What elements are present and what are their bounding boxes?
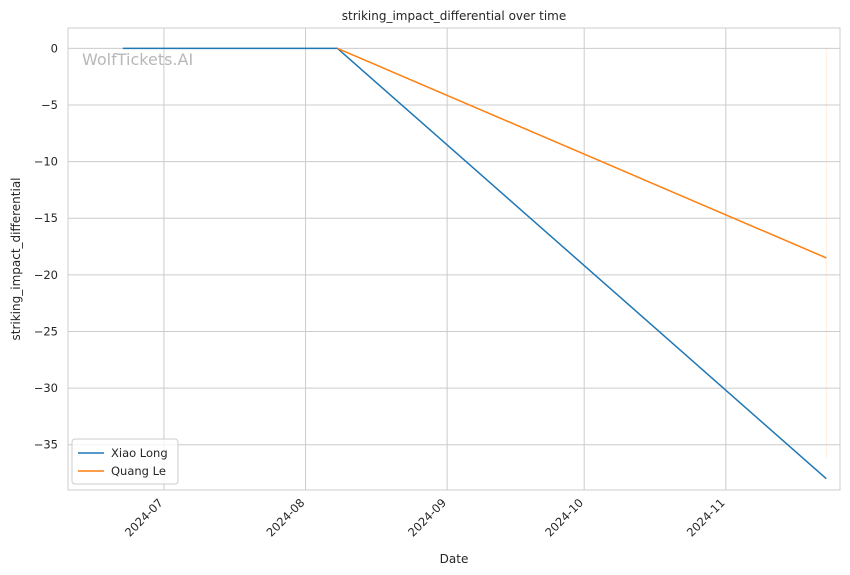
grid-lines	[68, 28, 840, 490]
x-axis-label: Date	[440, 552, 469, 566]
series-line-quang-le	[337, 47, 827, 259]
chart-title: striking_impact_differential over time	[342, 9, 567, 23]
legend-label-xiao-long: Xiao Long	[111, 446, 168, 460]
y-tick-label: −10	[34, 155, 58, 169]
plot-frame	[67, 27, 841, 491]
x-tick-label: 2024-08	[264, 496, 308, 540]
y-tick-label: −5	[41, 98, 58, 112]
legend-label-quang-le: Quang Le	[111, 464, 166, 478]
y-tick-label: −15	[34, 211, 58, 225]
legend-box	[71, 438, 179, 485]
watermark-text: WolfTickets.AI	[82, 50, 193, 69]
y-axis-label: striking_impact_differential	[9, 177, 23, 340]
plot-background	[68, 28, 840, 490]
y-tick-label: 0	[51, 41, 58, 55]
x-tick-label: 2024-11	[684, 496, 728, 540]
y-tick-label: −30	[34, 381, 58, 395]
x-tick-label: 2024-10	[542, 496, 586, 540]
y-tick-label: −35	[34, 438, 58, 452]
x-tick-label: 2024-09	[405, 496, 449, 540]
legend: Xiao Long Quang Le	[71, 438, 179, 485]
x-axis-ticks: 2024-07 2024-08 2024-09 2024-10 2024-11	[122, 496, 728, 540]
y-tick-label: −25	[34, 324, 58, 338]
x-tick-label: 2024-07	[122, 496, 166, 540]
y-tick-label: −20	[34, 268, 58, 282]
y-axis-ticks: 0 −5 −10 −15 −20 −25 −30 −35	[34, 41, 58, 451]
series-layer	[122, 47, 827, 480]
